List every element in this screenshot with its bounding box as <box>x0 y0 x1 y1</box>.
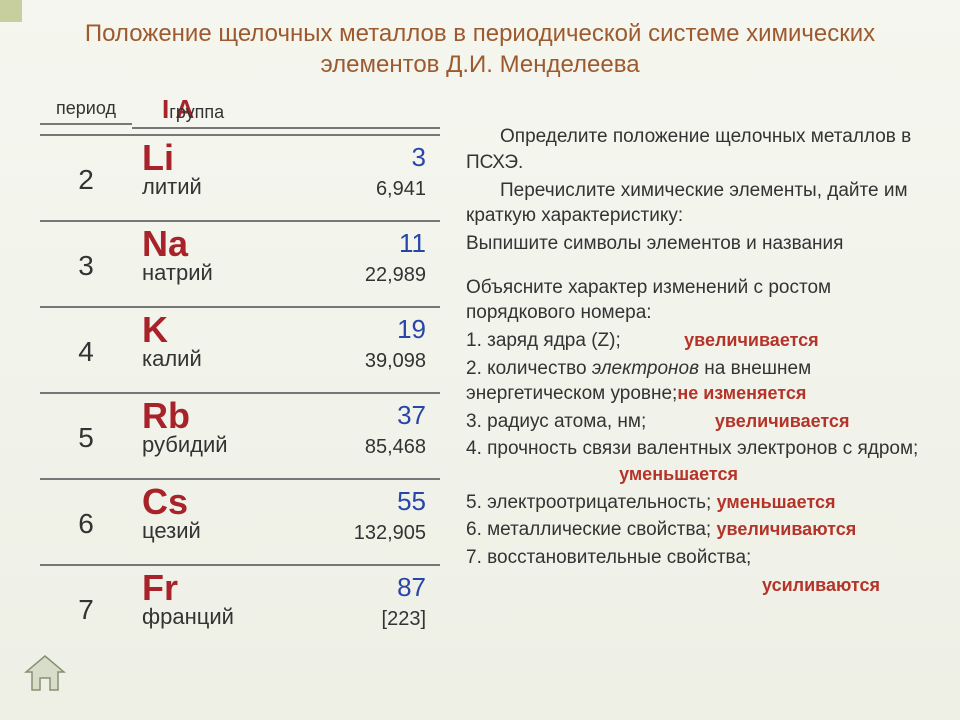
atomic-mass: 22,989 <box>365 264 426 287</box>
a6: увеличиваются <box>716 519 856 539</box>
q4: 4. прочность связи валентных электронов … <box>466 436 940 487</box>
element-symbol: Li <box>142 140 174 176</box>
q2: 2. количество электронов на внешнем энер… <box>466 356 940 407</box>
element-cell: Liлитий36,941 <box>132 134 440 214</box>
atomic-number: 19 <box>397 314 426 345</box>
period-number: 2 <box>40 134 132 214</box>
atomic-mass: 39,098 <box>365 350 426 373</box>
atomic-mass: 132,905 <box>354 522 426 545</box>
q3: 3. радиус атома, нм; увеличивается <box>466 409 940 435</box>
element-symbol: Na <box>142 226 188 262</box>
period-number: 5 <box>40 392 132 472</box>
element-symbol: Fr <box>142 570 178 606</box>
period-number: 6 <box>40 478 132 558</box>
element-row: 3Naнатрий1122,989 <box>40 214 440 300</box>
a5: уменьшается <box>717 492 836 512</box>
column-header-row: период I A группа <box>40 94 440 128</box>
task-p2: Перечислите химические элементы, дайте и… <box>466 178 940 229</box>
atomic-mass: 85,468 <box>365 436 426 459</box>
q7: 7. восстановительные свойства; <box>466 545 940 571</box>
element-cell: Csцезий55132,905 <box>132 478 440 558</box>
period-number: 4 <box>40 306 132 386</box>
a1: увеличивается <box>684 330 819 350</box>
periodic-column: период I A группа 2Liлитий36,9413Naнатри… <box>40 94 440 644</box>
header-group: I A группа <box>132 94 440 129</box>
q6: 6. металлические свойства; увеличиваются <box>466 517 940 543</box>
q1: 1. заряд ядра (Z); увеличивается <box>466 328 940 354</box>
period-number: 3 <box>40 220 132 300</box>
accent-square <box>0 0 22 22</box>
task-text: Определите положение щелочных металлов в… <box>440 94 940 644</box>
home-icon <box>24 654 66 694</box>
a3: увеличивается <box>715 411 850 431</box>
element-row: 6Csцезий55132,905 <box>40 472 440 558</box>
atomic-number: 11 <box>399 228 426 259</box>
element-row: 5Rbрубидий3785,468 <box>40 386 440 472</box>
period-number: 7 <box>40 564 132 644</box>
element-row: 4Kкалий1939,098 <box>40 300 440 386</box>
atomic-number: 3 <box>412 142 426 173</box>
element-cell: Rbрубидий3785,468 <box>132 392 440 472</box>
atomic-number: 55 <box>397 486 426 517</box>
atomic-number: 87 <box>397 572 426 603</box>
atomic-mass: 6,941 <box>376 178 426 201</box>
header-period: период <box>40 98 132 125</box>
page-title: Положение щелочных металлов в периодичес… <box>0 0 960 88</box>
task-p4: Объясните характер изменений с ростом по… <box>466 275 940 326</box>
element-row: 7Frфранций87[223] <box>40 558 440 644</box>
group-word: группа <box>164 102 224 122</box>
a7: усиливаются <box>762 575 880 595</box>
a2: не изменяется <box>677 383 806 403</box>
atomic-mass: [223] <box>382 608 426 631</box>
element-symbol: Cs <box>142 484 188 520</box>
element-cell: Frфранций87[223] <box>132 564 440 644</box>
task-p3: Выпишите символы элементов и названия <box>466 231 940 257</box>
element-symbol: K <box>142 312 168 348</box>
home-button[interactable] <box>24 654 66 694</box>
element-symbol: Rb <box>142 398 190 434</box>
task-p1: Определите положение щелочных металлов в… <box>466 124 940 175</box>
q5: 5. электроотрицательность; уменьшается <box>466 490 940 516</box>
content-area: период I A группа 2Liлитий36,9413Naнатри… <box>0 88 960 644</box>
element-row: 2Liлитий36,941 <box>40 128 440 214</box>
a4: уменьшается <box>619 464 738 484</box>
atomic-number: 37 <box>397 400 426 431</box>
element-cell: Kкалий1939,098 <box>132 306 440 386</box>
element-cell: Naнатрий1122,989 <box>132 220 440 300</box>
